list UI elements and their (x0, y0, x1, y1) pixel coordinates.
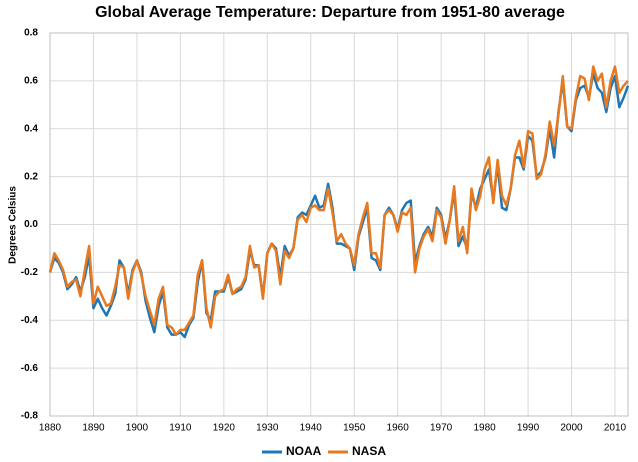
y-tick-label: -0.4 (21, 315, 39, 326)
x-tick-label: 1880 (39, 423, 62, 434)
y-tick-label: -0.2 (21, 267, 39, 278)
y-tick-label: 0.0 (24, 219, 38, 230)
x-tick-label: 2000 (560, 423, 583, 434)
y-axis-label: Degrees Celsius (8, 186, 19, 264)
x-tick-label: 1890 (82, 423, 105, 434)
y-tick-label: -0.6 (21, 363, 39, 374)
y-tick-label: 0.2 (24, 171, 38, 182)
x-tick-label: 1980 (473, 423, 496, 434)
x-tick-label: 2010 (604, 423, 627, 434)
y-tick-label: 0.6 (24, 76, 38, 87)
x-tick-label: 1920 (213, 423, 236, 434)
x-tick-label: 1900 (126, 423, 149, 434)
x-tick-label: 1910 (169, 423, 192, 434)
chart-title: Global Average Temperature: Departure fr… (95, 4, 565, 21)
x-tick-label: 1960 (387, 423, 410, 434)
legend-label: NOAA (286, 444, 322, 458)
x-tick-label: 1940 (300, 423, 323, 434)
series-line (48, 72, 630, 339)
series-line (48, 65, 629, 336)
y-tick-label: 0.4 (24, 123, 38, 134)
x-tick-label: 1970 (430, 423, 453, 434)
y-tick-label: 0.8 (24, 28, 38, 39)
x-tick-label: 1950 (343, 423, 366, 434)
plot-frame (49, 32, 629, 417)
x-tick-label: 1930 (256, 423, 279, 434)
y-tick-label: -0.8 (21, 411, 39, 422)
legend-label: NASA (352, 444, 386, 458)
x-tick-label: 1990 (517, 423, 540, 434)
